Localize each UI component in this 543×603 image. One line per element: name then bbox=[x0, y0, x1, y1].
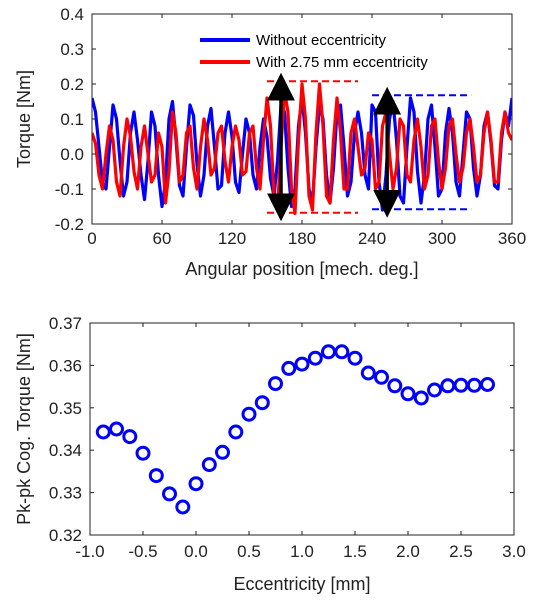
y-tick-label: 0.34 bbox=[49, 441, 82, 460]
x-tick-label: 360 bbox=[498, 229, 526, 248]
data-point bbox=[215, 444, 230, 460]
data-point bbox=[201, 457, 217, 473]
data-point bbox=[387, 378, 403, 394]
data-point bbox=[175, 499, 191, 515]
y-tick-label: 0.36 bbox=[49, 356, 82, 375]
x-tick-label: 3.0 bbox=[502, 542, 526, 561]
y-tick-label: 0.2 bbox=[60, 75, 84, 94]
cogging-y-axis-label: Pk-pk Cog. Torque [Nm] bbox=[14, 333, 34, 525]
data-point bbox=[135, 445, 151, 461]
legend-label-without: Without eccentricity bbox=[256, 32, 387, 49]
cogging-y-ticks: 0.32 0.33 0.34 0.35 0.36 0.37 bbox=[49, 314, 514, 545]
x-tick-label: 2.0 bbox=[396, 542, 420, 561]
cogging-points-group bbox=[95, 344, 495, 515]
torque-series-group bbox=[92, 82, 512, 216]
data-point bbox=[188, 476, 204, 492]
legend-label-with: With 2.75 mm eccentricity bbox=[256, 54, 428, 71]
x-tick-label: 0.5 bbox=[237, 542, 261, 561]
x-tick-label: 120 bbox=[218, 229, 246, 248]
cogging-plot-area bbox=[90, 323, 514, 535]
data-point bbox=[360, 365, 376, 381]
y-tick-label: 0.35 bbox=[49, 399, 82, 418]
y-tick-label: 0.32 bbox=[49, 526, 82, 545]
data-point bbox=[334, 344, 350, 360]
data-point bbox=[254, 395, 270, 411]
x-tick-label: 0 bbox=[87, 229, 96, 248]
x-tick-label: 60 bbox=[153, 229, 172, 248]
torque-series-line-with bbox=[92, 82, 512, 216]
data-point bbox=[95, 424, 111, 440]
x-tick-label: -1.0 bbox=[75, 542, 104, 561]
y-tick-label: -0.2 bbox=[55, 215, 84, 234]
torque-y-ticks: -0.2 -0.1 0.0 0.1 0.2 0.3 0.4 bbox=[55, 5, 512, 234]
y-tick-label: 0.0 bbox=[60, 145, 84, 164]
torque-legend: Without eccentricity With 2.75 mm eccent… bbox=[200, 32, 428, 71]
torque-chart: 0 60 120 180 240 300 360 -0.2-0.10.00.10.20.30… bbox=[14, 5, 526, 279]
data-point bbox=[241, 406, 257, 422]
data-point bbox=[413, 390, 429, 406]
data-point bbox=[374, 369, 389, 385]
cogging-chart: -1.0 -0.5 0.0 0.5 1.0 1.5 2.0 2.5 3.0 0.320.330.… bbox=[14, 314, 526, 594]
y-tick-label: -0.1 bbox=[55, 180, 84, 199]
y-tick-label: 0.3 bbox=[60, 40, 84, 59]
x-tick-label: 2.5 bbox=[449, 542, 473, 561]
data-point bbox=[268, 376, 283, 392]
y-tick-label: 0.4 bbox=[60, 5, 84, 24]
data-point bbox=[307, 350, 323, 366]
cogging-x-ticks: -1.0 -0.5 0.0 0.5 1.0 1.5 2.0 2.5 3.0 bbox=[75, 323, 526, 561]
x-tick-label: 180 bbox=[288, 229, 316, 248]
data-point bbox=[294, 356, 310, 372]
x-tick-label: 300 bbox=[428, 229, 456, 248]
x-tick-label: 240 bbox=[358, 229, 386, 248]
y-tick-label: 0.33 bbox=[49, 484, 82, 503]
y-tick-label: 0.1 bbox=[60, 110, 84, 129]
data-point bbox=[228, 424, 244, 440]
data-point bbox=[109, 421, 124, 437]
cogging-x-axis-label: Eccentricity [mm] bbox=[233, 574, 370, 594]
x-tick-label: -0.5 bbox=[128, 542, 157, 561]
data-point bbox=[427, 382, 442, 398]
torque-y-axis-label: Torque [Nm] bbox=[14, 70, 34, 168]
x-tick-label: 1.0 bbox=[290, 542, 314, 561]
data-point bbox=[480, 377, 495, 392]
data-point bbox=[347, 350, 363, 366]
peak-to-peak-annotations bbox=[267, 72, 472, 222]
torque-x-ticks: 0 60 120 180 240 300 360 bbox=[87, 14, 526, 248]
data-point bbox=[162, 486, 177, 502]
x-tick-label: 0.0 bbox=[184, 542, 208, 561]
y-tick-label: 0.37 bbox=[49, 314, 82, 333]
torque-x-axis-label: Angular position [mech. deg.] bbox=[185, 259, 418, 279]
data-point bbox=[400, 386, 416, 402]
data-point bbox=[281, 360, 297, 376]
data-point bbox=[122, 429, 138, 445]
x-tick-label: 1.5 bbox=[343, 542, 367, 561]
data-point bbox=[148, 468, 164, 484]
